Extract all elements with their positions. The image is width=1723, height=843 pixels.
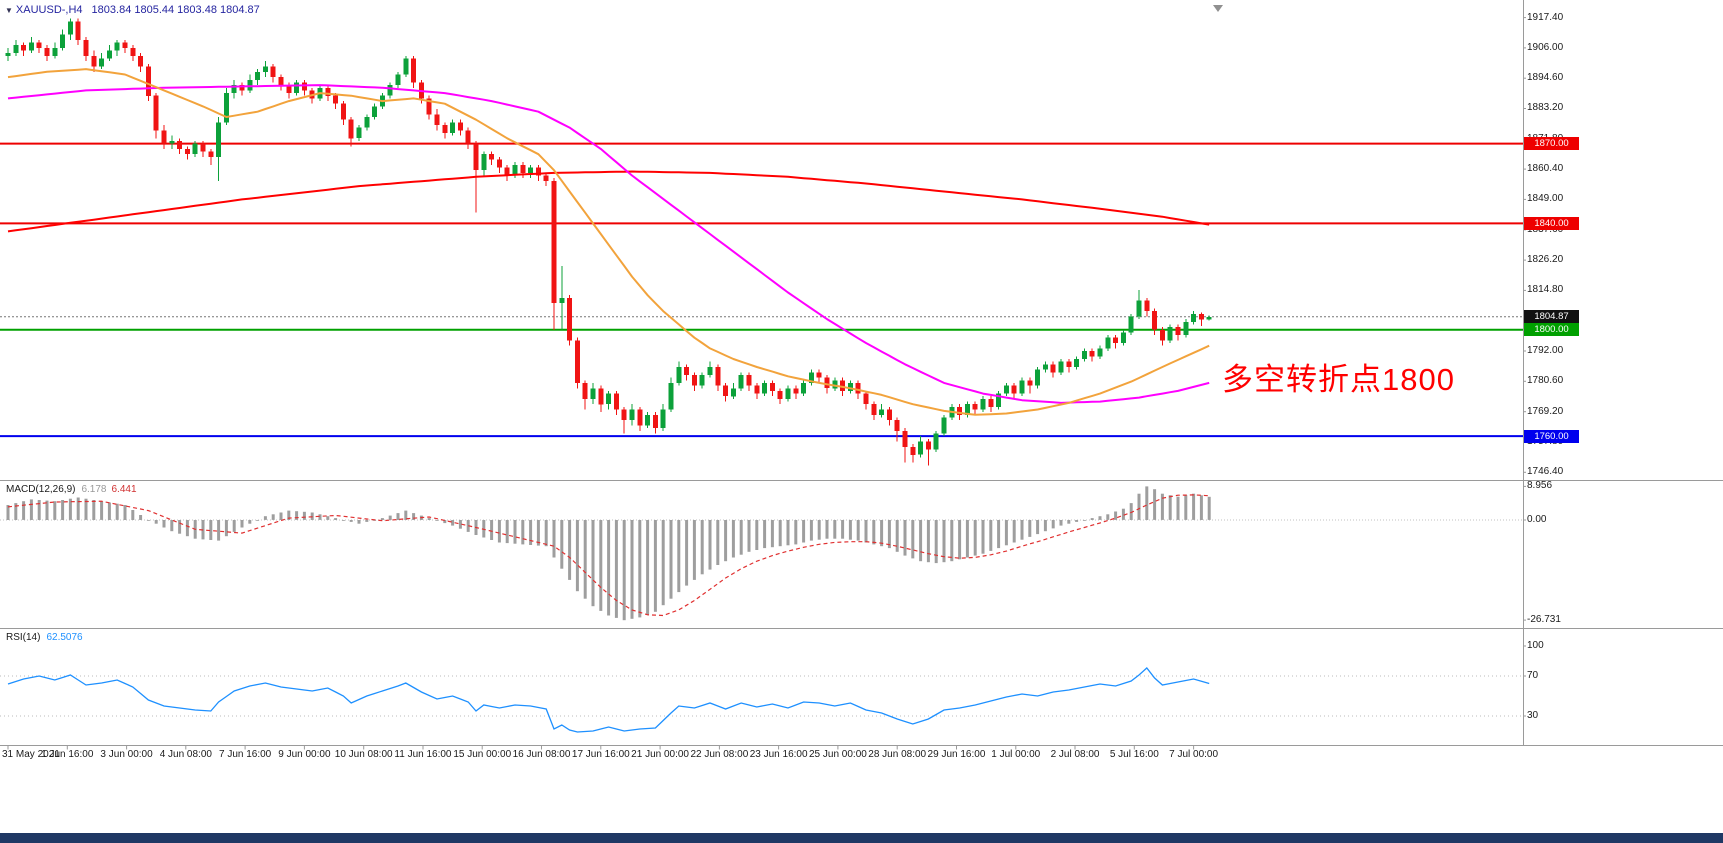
macd-main-value: 6.178 — [81, 484, 107, 495]
time-axis-label: 28 Jun 08:00 — [868, 749, 927, 760]
sma-mid-magenta — [7, 84, 1210, 404]
price-axis-label: 1894.60 — [1527, 72, 1564, 84]
rsi-axis-label: 70 — [1527, 670, 1539, 681]
price-badge: 1840.00 — [1524, 216, 1579, 230]
rsi-indicator-label: RSI(14) 62.5076 — [6, 632, 83, 643]
ohlc-readout: 1803.84 1805.44 1803.48 1804.87 — [91, 4, 260, 16]
symbol-dropdown-icon[interactable]: ▼ — [5, 6, 13, 15]
time-axis-label: 2 Jul 08:00 — [1050, 749, 1100, 760]
price-axis-label: 1849.00 — [1527, 193, 1564, 205]
chart-title: ▼ XAUUSD-,H4 1803.84 1805.44 1803.48 1804.… — [5, 4, 260, 16]
time-axis-label: 7 Jul 00:00 — [1169, 749, 1219, 760]
annotation-text: 多空转折点1800 — [1222, 362, 1455, 397]
rsi-value: 62.5076 — [46, 632, 83, 643]
moving-averages — [7, 68, 1210, 416]
rsi-panel-graphics — [0, 667, 1523, 733]
symbol-timeframe-label: XAUUSD-,H4 — [15, 4, 83, 16]
rsi-axis-label: 30 — [1527, 710, 1539, 721]
price-axis-label: 1917.40 — [1527, 11, 1564, 23]
price-badge: 1760.00 — [1524, 429, 1579, 443]
macd-panel-graphics — [0, 486, 1523, 621]
sma-slow-red — [7, 170, 1210, 233]
time-axis-label: 17 Jun 16:00 — [571, 749, 630, 760]
time-axis-label: 22 Jun 08:00 — [690, 749, 749, 760]
price-axis-label: 1769.20 — [1527, 405, 1564, 417]
macd-axis-label: 8.956 — [1527, 480, 1553, 492]
macd-axis-label: 0.00 — [1527, 513, 1547, 525]
time-axis-label: 10 Jun 08:00 — [334, 749, 393, 760]
separators — [0, 0, 1723, 750]
candles — [5, 18, 1212, 466]
time-axis-label: 16 Jun 08:00 — [512, 749, 571, 760]
price-badge: 1870.00 — [1524, 137, 1579, 151]
time-axis-label: 29 Jun 16:00 — [927, 749, 986, 760]
time-axis-label: 3 Jun 00:00 — [100, 749, 153, 760]
price-axis-label: 1860.40 — [1527, 163, 1564, 175]
rsi-name: RSI(14) — [6, 632, 41, 643]
price-axis-label: 1792.00 — [1527, 345, 1564, 357]
price-badge: 1800.00 — [1524, 323, 1579, 337]
time-axis-label: 7 Jun 16:00 — [218, 749, 272, 760]
time-axis-label: 9 Jun 00:00 — [278, 749, 331, 760]
price-axis-label: 1906.00 — [1527, 41, 1564, 53]
sma-fast-orange — [7, 68, 1210, 416]
macd-signal-value: 6.441 — [111, 484, 137, 495]
time-axis-label: 23 Jun 16:00 — [749, 749, 808, 760]
macd-indicator-label: MACD(12,26,9) 6.178 6.441 — [6, 484, 137, 495]
price-badge: 1804.87 — [1524, 310, 1579, 324]
rsi-axis-label: 100 — [1527, 640, 1544, 651]
price-axis-label: 1826.20 — [1527, 254, 1564, 266]
time-axis-label: 31 May 2021 — [2, 749, 60, 760]
price-axis-label: 1780.60 — [1527, 375, 1564, 387]
horizontal-lines — [0, 142, 1523, 438]
chart-shift-marker-icon[interactable] — [1213, 5, 1223, 12]
price-axis-label: 1746.40 — [1527, 466, 1564, 478]
bottom-taskbar-strip — [0, 833, 1723, 843]
price-axis-label: 1883.20 — [1527, 102, 1564, 114]
time-axis-label: 25 Jun 00:00 — [808, 749, 867, 760]
time-axis-label: 1 Jul 00:00 — [991, 749, 1041, 760]
macd-name: MACD(12,26,9) — [6, 484, 76, 495]
time-axis-label: 15 Jun 00:00 — [453, 749, 512, 760]
time-axis-label: 21 Jun 00:00 — [631, 749, 689, 760]
macd-axis-label: -26.731 — [1527, 614, 1561, 626]
time-axis-label: 11 Jun 16:00 — [394, 749, 452, 760]
time-axis-label: 4 Jun 08:00 — [159, 749, 212, 760]
time-axis-label: 1 Jun 16:00 — [41, 749, 94, 760]
time-axis-label: 5 Jul 16:00 — [1109, 749, 1159, 760]
price-axis-label: 1814.80 — [1527, 284, 1564, 296]
